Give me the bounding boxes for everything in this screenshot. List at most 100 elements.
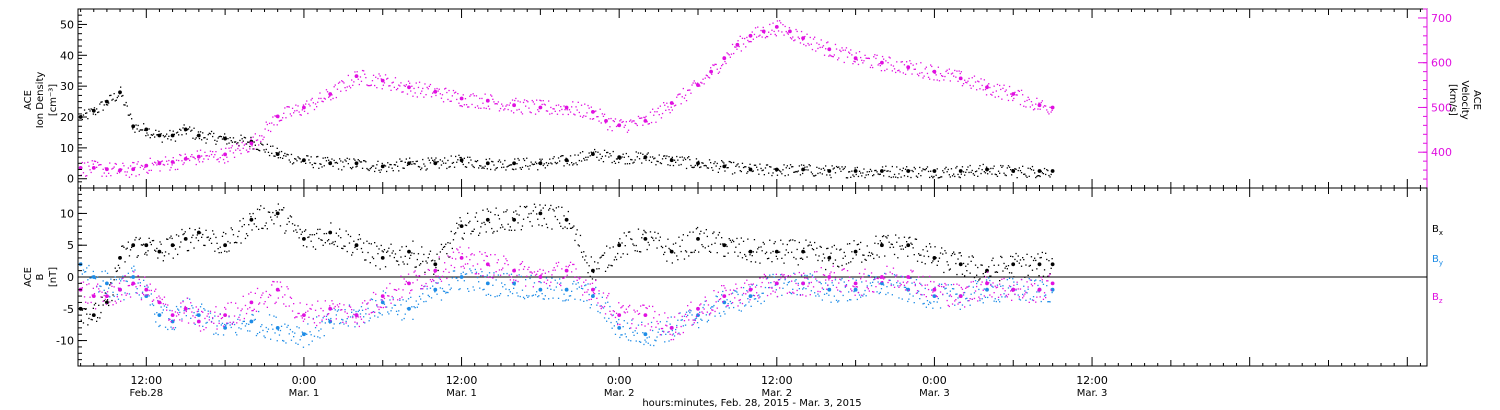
data-dot [966,286,968,288]
data-dot [934,287,936,289]
data-dot [637,228,640,230]
data-dot [220,148,222,150]
data-dot [316,232,318,235]
data-point [1037,103,1042,108]
data-dot [99,103,101,105]
data-dot [850,49,852,51]
data-dot [1001,296,1003,298]
data-dot [1017,288,1019,290]
data-dot [751,255,753,257]
data-dot [480,165,482,167]
data-dot [556,218,559,221]
data-dot [879,65,881,67]
data-dot [395,260,398,262]
data-dot [878,173,880,176]
data-dot [761,36,763,38]
data-dot [358,83,360,86]
y-tick-label: 20 [60,111,74,124]
data-dot [285,117,287,119]
data-dot [265,290,267,293]
data-dot [354,326,356,328]
data-dot [375,265,377,267]
data-dot [139,129,141,131]
data-dot [162,134,164,137]
data-dot [332,327,334,329]
data-dot [407,163,410,166]
data-dot [891,294,893,296]
y-tick-label: 10 [60,142,74,155]
data-dot [472,93,474,95]
data-dot [1028,175,1030,177]
data-dot [982,302,984,304]
data-dot [670,158,672,160]
data-dot [1007,287,1010,289]
data-dot [604,122,607,124]
data-dot [174,327,177,329]
data-dot [349,316,352,318]
data-dot [380,306,382,309]
data-dot [118,93,121,95]
data-dot [749,299,751,301]
data-dot [794,273,796,275]
data-dot [748,301,750,303]
data-dot [1038,275,1040,277]
data-dot [226,251,228,253]
data-dot [1045,294,1047,296]
data-dot [815,295,817,297]
data-dot [596,156,598,158]
data-dot [860,56,862,59]
data-dot [140,164,143,167]
data-dot [505,288,507,290]
data-dot [1000,285,1002,287]
data-dot [147,250,149,252]
data-dot [154,161,156,163]
data-dot [740,286,742,289]
data-point [827,47,832,52]
data-dot [835,299,838,301]
data-dot [127,167,129,169]
data-dot [354,246,356,249]
data-dot [698,160,700,162]
data-dot [626,163,629,165]
data-dot [173,162,175,164]
data-dot [483,221,485,224]
data-dot [456,161,458,163]
data-dot [993,292,995,294]
data-dot [440,280,443,282]
data-dot [361,309,364,311]
data-dot [912,247,914,249]
data-dot [754,164,757,166]
data-dot [1019,288,1022,290]
data-dot [766,164,769,166]
data-dot [887,234,889,237]
data-dot [90,318,92,321]
data-dot [873,174,875,176]
data-dot [181,134,183,136]
data-dot [879,291,881,294]
data-dot [576,109,578,111]
data-point [564,268,569,273]
data-dot [322,157,324,159]
data-dot [150,169,152,171]
data-dot [270,130,272,133]
data-dot [326,91,329,93]
data-dot [902,276,904,278]
data-dot [795,28,797,31]
data-dot [450,230,452,233]
data-dot [788,27,791,29]
data-dot [161,312,163,314]
data-dot [273,124,275,126]
data-dot [638,312,641,315]
data-dot [569,261,572,263]
data-dot [380,78,382,80]
data-dot [886,286,888,288]
data-dot [1035,259,1037,262]
data-dot [196,310,198,313]
data-dot [290,115,293,117]
data-dot [214,139,216,141]
data-dot [201,236,203,238]
data-dot [422,87,424,90]
data-dot [899,282,901,284]
data-dot [216,242,218,244]
data-dot [371,256,374,258]
